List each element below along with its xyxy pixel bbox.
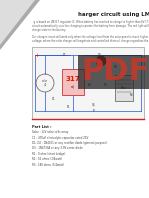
Text: solar: solar xyxy=(42,79,48,83)
Text: 4: 4 xyxy=(44,83,46,87)
Text: charge state to the battery.: charge state to the battery. xyxy=(32,28,66,32)
Text: D2: D2 xyxy=(98,53,102,57)
Text: C1: C1 xyxy=(52,97,56,101)
Text: +: + xyxy=(34,53,39,58)
Text: D1: D1 xyxy=(63,53,67,57)
Text: Our charger circuit will work only when the voltage level from the solar panel i: Our charger circuit will work only when … xyxy=(32,35,149,39)
Text: R3 : 180 ohms (1/4watt): R3 : 180 ohms (1/4watt) xyxy=(32,163,64,167)
FancyBboxPatch shape xyxy=(30,0,149,198)
Text: g is based on LM317 regulator IC. When battery has reached to charge to higher t: g is based on LM317 regulator IC. When b… xyxy=(32,20,149,24)
Polygon shape xyxy=(0,0,40,50)
Polygon shape xyxy=(0,0,35,45)
Text: D3 : 1N4733A or any 3.9V zener diode: D3 : 1N4733A or any 3.9V zener diode xyxy=(32,147,83,150)
Text: voltage, where the solar charger will negotiate and controlled them all charge r: voltage, where the solar charger will ne… xyxy=(32,39,149,43)
Text: Bat: Bat xyxy=(121,86,127,90)
Bar xyxy=(32,47,144,119)
Text: D1, D2 : 1N4001 or any rectifier diode (general purpose): D1, D2 : 1N4001 or any rectifier diode (… xyxy=(32,141,107,145)
Text: R2: R2 xyxy=(88,83,92,87)
Text: C1 : 470uF electrolytic capacitor rated 25V: C1 : 470uF electrolytic capacitor rated … xyxy=(32,135,88,140)
Text: circuit automatically cuts the charging to protect the battery from damage. The : circuit automatically cuts the charging … xyxy=(32,24,149,28)
Bar xyxy=(115,75,133,101)
Text: Q1: Q1 xyxy=(92,103,96,107)
Text: R2 : 56 ohms (1/4watt): R2 : 56 ohms (1/4watt) xyxy=(32,157,62,162)
Text: D4: D4 xyxy=(114,65,118,69)
Text: R1: R1 xyxy=(67,105,71,109)
Text: R3: R3 xyxy=(104,83,108,87)
Text: R4: R4 xyxy=(130,93,134,97)
Bar xyxy=(62,69,84,95)
Circle shape xyxy=(96,56,106,66)
Text: harger circuit using LM317: harger circuit using LM317 xyxy=(78,12,149,17)
Text: 317: 317 xyxy=(66,76,80,82)
Text: Part List :: Part List : xyxy=(32,125,52,129)
Text: PDF: PDF xyxy=(81,57,149,87)
Text: Solar : 12V solar cells array: Solar : 12V solar cells array xyxy=(32,130,68,134)
Text: R1 : 0 ohm (short bridge): R1 : 0 ohm (short bridge) xyxy=(32,152,65,156)
Text: p: p xyxy=(93,108,95,112)
Text: adj: adj xyxy=(71,85,75,89)
